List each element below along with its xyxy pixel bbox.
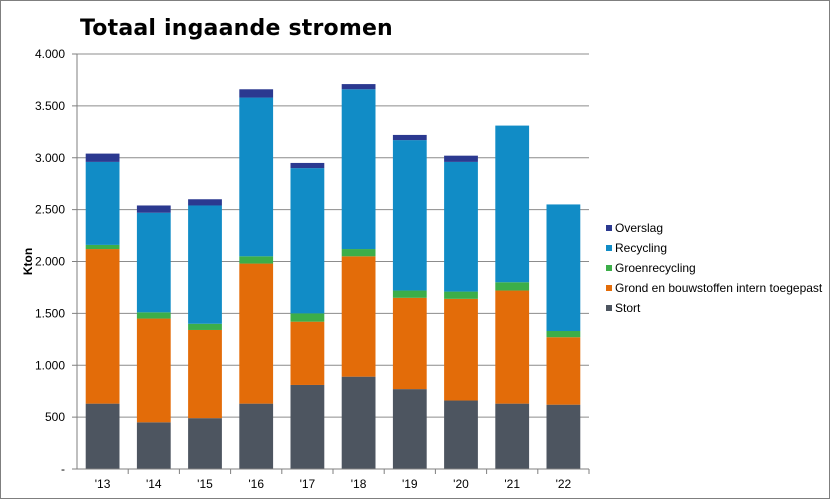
chart-title: Totaal ingaande stromen <box>80 16 393 41</box>
bar-segment-groenrecycling <box>85 244 120 250</box>
bar-segment-groenrecycling <box>341 249 376 257</box>
x-tick-label: '21 <box>504 477 520 491</box>
bar-segment-grond-en-bouwstoffen-intern-toegepast <box>85 249 120 404</box>
y-tick-label: 2.500 <box>35 203 65 217</box>
x-tick-label: '20 <box>453 477 469 491</box>
bar-segment-stort <box>188 418 222 469</box>
legend-label: Groenrecycling <box>615 261 696 275</box>
bar-segment-stort <box>290 384 325 469</box>
x-tick-label: '15 <box>197 477 213 491</box>
bar-segment-stort <box>546 404 581 469</box>
bar-segment-stort <box>341 376 376 469</box>
bar-segment-grond-en-bouwstoffen-intern-toegepast <box>290 321 325 385</box>
x-tick-label: '19 <box>402 477 418 491</box>
y-tick-label: 3.000 <box>35 151 65 165</box>
bar-segment-stort <box>495 403 530 469</box>
y-tick-label: - <box>61 462 65 476</box>
bar-segment-grond-en-bouwstoffen-intern-toegepast <box>444 298 478 401</box>
bar-segment-groenrecycling <box>188 323 222 330</box>
y-tick-label: 2.000 <box>35 255 65 269</box>
bar-segment-overslag <box>239 89 274 98</box>
bar-segment-recycling <box>290 168 325 314</box>
bar-segment-grond-en-bouwstoffen-intern-toegepast <box>341 256 376 377</box>
y-tick-label: 1.000 <box>35 358 65 372</box>
bar-segment-recycling <box>444 161 478 292</box>
bar-segment-recycling <box>341 89 376 250</box>
legend-swatch <box>606 305 612 311</box>
legend-label: Stort <box>615 301 641 315</box>
bar-segment-overslag <box>341 84 376 90</box>
bar-segment-grond-en-bouwstoffen-intern-toegepast <box>392 297 427 390</box>
bar-segment-overslag <box>392 134 427 141</box>
bar-segment-recycling <box>546 204 581 332</box>
bar-segment-recycling <box>188 205 222 324</box>
bar-segment-grond-en-bouwstoffen-intern-toegepast <box>136 318 171 423</box>
bar-segment-stort <box>239 403 274 469</box>
bar-segment-recycling <box>239 97 274 257</box>
bar-segment-overslag <box>444 155 478 162</box>
bar-segment-groenrecycling <box>136 312 171 319</box>
legend-label: Recycling <box>615 241 667 255</box>
bar-segment-stort <box>392 389 427 469</box>
y-axis-label: Kton <box>21 248 35 275</box>
bar-segment-stort <box>444 400 478 469</box>
bar-segment-recycling <box>495 125 530 283</box>
bar-segment-groenrecycling <box>392 290 427 298</box>
legend-label: Overslag <box>615 221 663 235</box>
y-tick-label: 4.000 <box>35 47 65 61</box>
x-tick-label: '18 <box>351 477 367 491</box>
bar-segment-groenrecycling <box>239 256 274 264</box>
x-tick-label: '13 <box>95 477 111 491</box>
legend-label: Grond en bouwstoffen intern toegepast <box>615 281 823 295</box>
bar-segment-overslag <box>136 205 171 213</box>
legend-swatch <box>606 225 612 231</box>
x-tick-label: '14 <box>146 477 162 491</box>
bar-segment-stort <box>136 422 171 469</box>
bar-segment-grond-en-bouwstoffen-intern-toegepast <box>546 337 581 405</box>
bar-segment-recycling <box>85 161 120 245</box>
bar-segment-groenrecycling <box>495 282 530 291</box>
bar-segment-groenrecycling <box>444 291 478 299</box>
bar-segment-stort <box>85 403 120 469</box>
legend-swatch <box>606 265 612 271</box>
bar-segment-grond-en-bouwstoffen-intern-toegepast <box>188 329 222 419</box>
bar-segment-overslag <box>290 162 325 169</box>
bar-segment-overslag <box>85 153 120 162</box>
bar-segment-grond-en-bouwstoffen-intern-toegepast <box>239 263 274 404</box>
bar-segment-recycling <box>392 140 427 291</box>
y-tick-label: 3.500 <box>35 99 65 113</box>
legend-swatch <box>606 245 612 251</box>
bar-segment-recycling <box>136 212 171 313</box>
bar-segment-groenrecycling <box>290 313 325 322</box>
x-tick-label: '16 <box>248 477 264 491</box>
y-tick-label: 1.500 <box>35 306 65 320</box>
bar-segment-groenrecycling <box>546 331 581 338</box>
bar-segment-grond-en-bouwstoffen-intern-toegepast <box>495 290 530 404</box>
x-tick-label: '17 <box>300 477 316 491</box>
bar-segment-overslag <box>188 199 222 206</box>
legend-swatch <box>606 285 612 291</box>
y-tick-label: 500 <box>45 410 65 424</box>
x-tick-label: '22 <box>556 477 572 491</box>
